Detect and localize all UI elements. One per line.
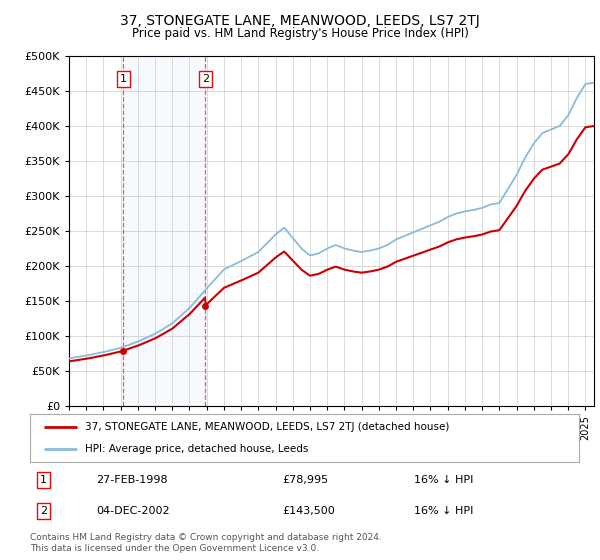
Text: 37, STONEGATE LANE, MEANWOOD, LEEDS, LS7 2TJ (detached house): 37, STONEGATE LANE, MEANWOOD, LEEDS, LS7… bbox=[85, 422, 449, 432]
Text: 2: 2 bbox=[202, 74, 209, 84]
Text: £143,500: £143,500 bbox=[283, 506, 335, 516]
Text: 04-DEC-2002: 04-DEC-2002 bbox=[96, 506, 170, 516]
Text: 27-FEB-1998: 27-FEB-1998 bbox=[96, 475, 167, 486]
Text: 2: 2 bbox=[40, 506, 47, 516]
Text: 1: 1 bbox=[120, 74, 127, 84]
Text: 16% ↓ HPI: 16% ↓ HPI bbox=[414, 506, 473, 516]
Bar bbox=[123, 56, 205, 406]
Text: 37, STONEGATE LANE, MEANWOOD, LEEDS, LS7 2TJ: 37, STONEGATE LANE, MEANWOOD, LEEDS, LS7… bbox=[120, 14, 480, 28]
Text: £78,995: £78,995 bbox=[283, 475, 329, 486]
Text: Price paid vs. HM Land Registry's House Price Index (HPI): Price paid vs. HM Land Registry's House … bbox=[131, 27, 469, 40]
Text: 1: 1 bbox=[40, 475, 47, 486]
Text: Contains HM Land Registry data © Crown copyright and database right 2024.
This d: Contains HM Land Registry data © Crown c… bbox=[30, 533, 382, 553]
Text: HPI: Average price, detached house, Leeds: HPI: Average price, detached house, Leed… bbox=[85, 444, 308, 454]
Text: 16% ↓ HPI: 16% ↓ HPI bbox=[414, 475, 473, 486]
